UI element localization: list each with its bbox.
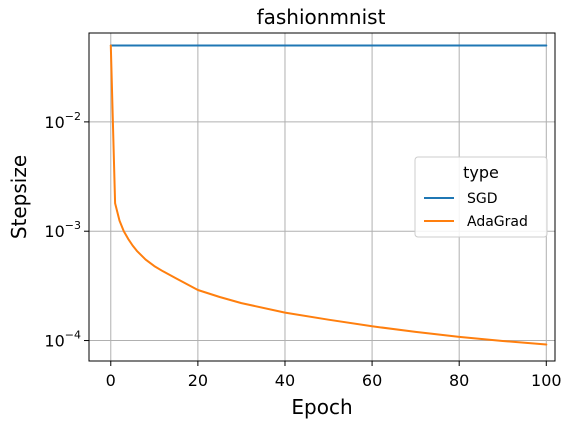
x-axis-ticks: 0 20 40 60 80 100 bbox=[106, 361, 562, 390]
chart-title: fashionmnist bbox=[257, 5, 386, 29]
legend-box bbox=[414, 156, 548, 238]
x-tick-label: 20 bbox=[188, 371, 208, 390]
legend-label-sgd: SGD bbox=[467, 191, 498, 207]
y-tick-label: 10−4 bbox=[44, 329, 81, 351]
x-axis-label: Epoch bbox=[291, 395, 352, 419]
x-tick-label: 0 bbox=[106, 371, 116, 390]
y-axis-label: Stepsize bbox=[7, 155, 31, 239]
y-tick-label: 10−3 bbox=[44, 219, 81, 241]
legend-title: type bbox=[463, 163, 499, 182]
x-tick-label: 80 bbox=[449, 371, 469, 390]
x-tick-label: 100 bbox=[531, 371, 562, 390]
x-tick-label: 40 bbox=[275, 371, 295, 390]
legend-label-adagrad: AdaGrad bbox=[467, 214, 528, 230]
plot-frame bbox=[88, 32, 556, 362]
series-line-adagrad bbox=[109, 44, 548, 346]
y-axis-ticks: 10−2 10−3 10−4 bbox=[44, 110, 89, 351]
x-tick-label: 60 bbox=[362, 371, 382, 390]
y-tick-label: 10−2 bbox=[44, 110, 81, 132]
series-lines bbox=[109, 44, 548, 346]
legend: type SGD AdaGrad bbox=[414, 156, 548, 238]
